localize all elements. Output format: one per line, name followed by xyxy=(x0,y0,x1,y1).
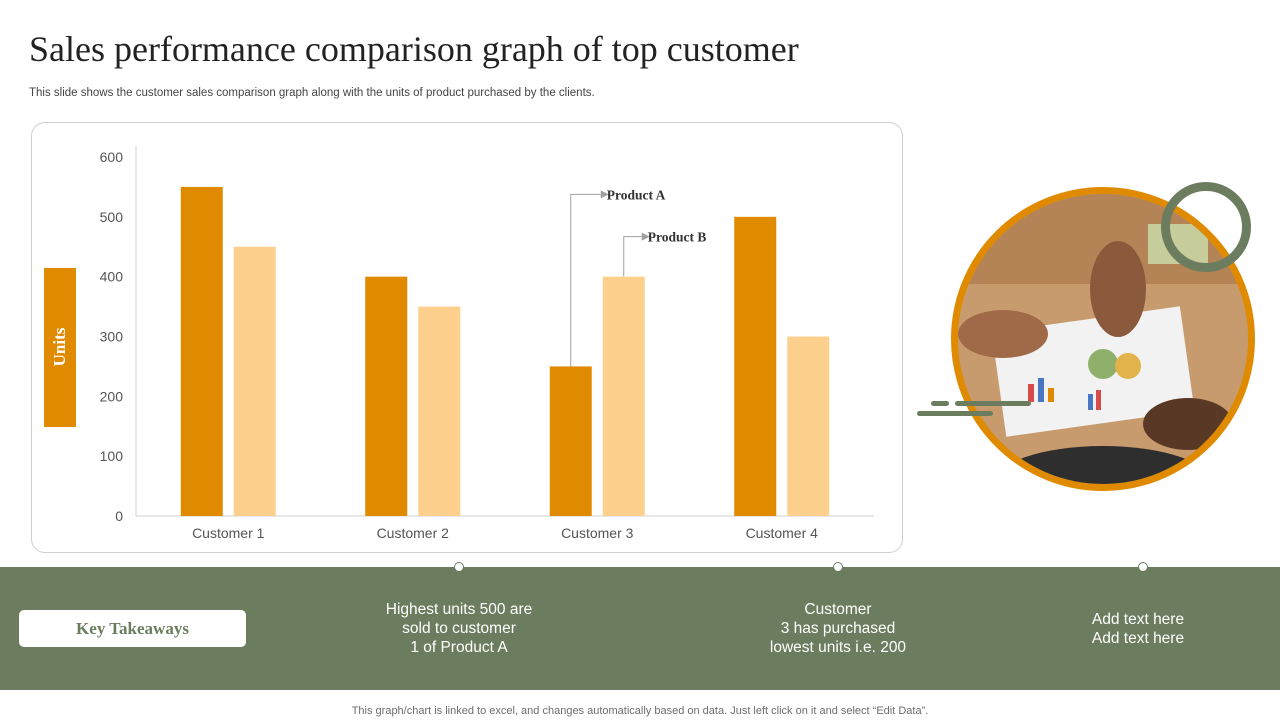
key-takeaways-button[interactable]: Key Takeaways xyxy=(19,610,246,647)
decorative-dash xyxy=(931,401,949,406)
decorative-ring xyxy=(1161,182,1251,272)
x-tick-label: Customer 2 xyxy=(377,525,450,541)
y-tick-label: 0 xyxy=(115,508,123,524)
takeaway-text-1: Highest units 500 are sold to customer 1… xyxy=(385,601,533,656)
decorative-dash xyxy=(955,401,1031,406)
decorative-dash xyxy=(917,411,993,416)
y-tick-label: 600 xyxy=(100,149,124,165)
bar-product-b xyxy=(602,276,645,516)
y-tick-label: 100 xyxy=(100,448,124,464)
takeaway-text-3: Add text here Add text here xyxy=(1091,611,1185,647)
y-tick-label: 300 xyxy=(100,329,124,345)
bar-product-a xyxy=(180,186,223,516)
bar-product-b xyxy=(233,246,276,516)
bar-product-b xyxy=(787,336,830,516)
page-subtitle: This slide shows the customer sales comp… xyxy=(29,87,595,99)
callout-line xyxy=(570,193,601,367)
x-tick-label: Customer 4 xyxy=(746,525,819,541)
takeaway-text-2: Customer 3 has purchased lowest units i.… xyxy=(769,601,907,656)
y-tick-label: 500 xyxy=(100,209,124,225)
band-marker xyxy=(454,562,464,572)
band-marker xyxy=(833,562,843,572)
bar-product-b xyxy=(418,306,461,516)
y-tick-label: 400 xyxy=(100,269,124,285)
page-title: Sales performance comparison graph of to… xyxy=(29,29,799,69)
callout-arrow xyxy=(600,190,609,199)
callout-line xyxy=(623,236,642,277)
x-tick-label: Customer 3 xyxy=(561,525,634,541)
x-tick-label: Customer 1 xyxy=(192,525,265,541)
bar-product-a xyxy=(734,216,777,517)
y-axis-label-tab xyxy=(44,268,76,427)
bar-product-a xyxy=(549,366,592,516)
y-axis-label: Units xyxy=(50,327,69,367)
bar-product-a xyxy=(365,276,408,516)
y-tick-label: 200 xyxy=(100,388,124,404)
callout-label: Product B xyxy=(648,230,707,245)
callout-label: Product A xyxy=(607,187,666,202)
footer-note: This graph/chart is linked to excel, and… xyxy=(351,705,929,717)
band-marker xyxy=(1138,562,1148,572)
callout-arrow xyxy=(641,232,650,241)
